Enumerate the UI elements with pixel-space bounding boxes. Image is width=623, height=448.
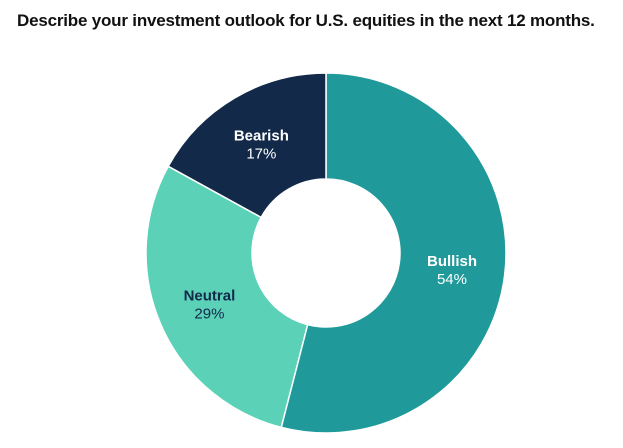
slice-bearish bbox=[167, 72, 327, 219]
slice-label-neutral: Neutral bbox=[184, 287, 236, 304]
slice-label-bearish: Bearish bbox=[234, 128, 289, 145]
chart-title: Describe your investment outlook for U.S… bbox=[17, 11, 595, 30]
slice-value-neutral: 29% bbox=[194, 305, 224, 322]
slice-label-bullish: Bullish bbox=[427, 253, 477, 270]
slice-value-bearish: 17% bbox=[246, 146, 276, 163]
slice-value-bullish: 54% bbox=[437, 271, 467, 288]
slice-neutral bbox=[145, 165, 309, 429]
slice-bullish bbox=[280, 72, 507, 434]
